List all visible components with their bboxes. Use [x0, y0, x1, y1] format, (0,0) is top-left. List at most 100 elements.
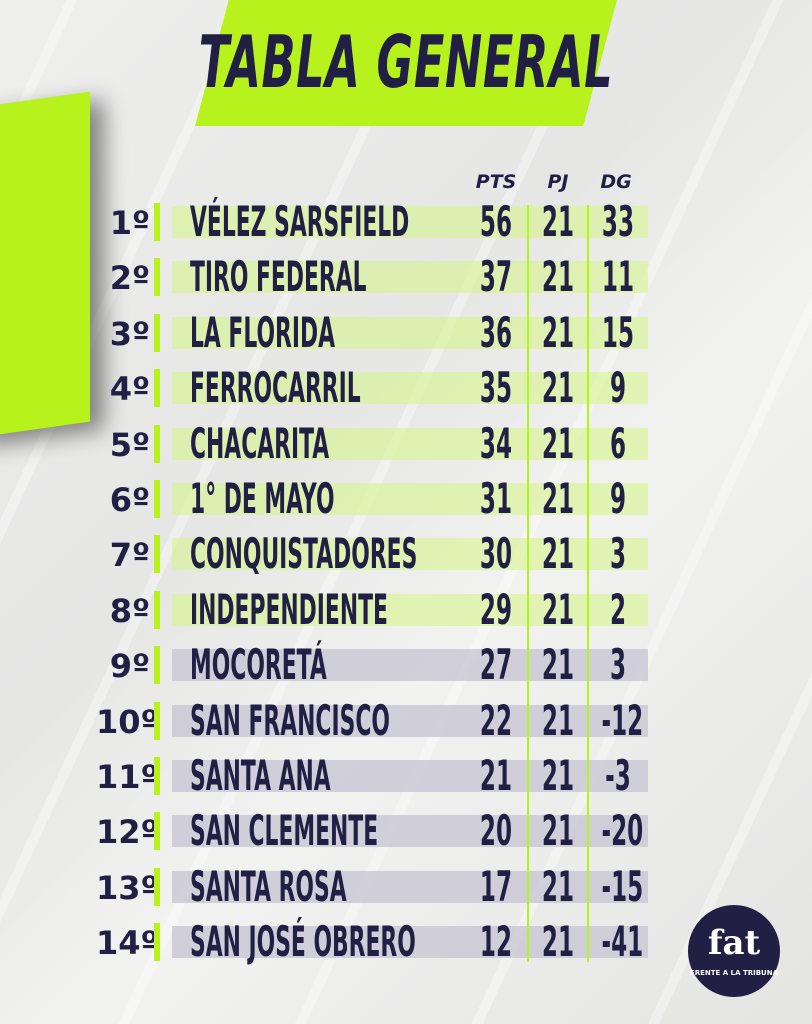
points: 21 [479, 751, 513, 800]
played: 21 [541, 695, 575, 745]
table-row: 9º MOCORETÁ 27 21 3 [0, 642, 812, 688]
played: 21 [541, 363, 575, 413]
row-band [172, 704, 648, 737]
points: 27 [479, 640, 513, 690]
goal-difference: 15 [601, 307, 635, 357]
points: 31 [479, 474, 513, 523]
row-accent-bar [154, 313, 160, 352]
title-banner [195, 0, 617, 126]
table-row: 2º TIRO FEDERAL 37 21 11 [0, 254, 812, 300]
goal-difference: -41 [601, 917, 644, 967]
table-row: 6º 1° DE MAYO 31 21 9 [0, 476, 812, 522]
points: 12 [479, 917, 513, 967]
page-title: TABLA GENERAL [198, 20, 614, 104]
position: 1º [109, 204, 150, 242]
position: 10º [96, 702, 159, 741]
row-band [172, 815, 648, 848]
table-row: 14º SAN JOSÉ OBRERO 12 21 -41 [0, 919, 812, 965]
played: 21 [541, 917, 575, 967]
column-divider [527, 205, 529, 962]
row-accent-bar [154, 258, 160, 297]
position: 6º [109, 481, 150, 519]
row-accent-bar [154, 424, 160, 463]
row-accent-bar [154, 867, 160, 906]
team-name: SAN JOSÉ OBRERO [190, 917, 416, 967]
position: 13º [96, 868, 159, 907]
table-row: 1º VÉLEZ SARSFIELD 56 21 33 [0, 199, 812, 245]
frente-a-la-tribuna-logo: fat FRENTE A LA TRIBUNA [688, 905, 780, 997]
goal-difference: -3 [605, 751, 631, 800]
goal-difference: 2 [609, 584, 627, 634]
row-band [172, 538, 648, 571]
played: 21 [541, 861, 575, 911]
table-row: 13º SANTA ROSA 17 21 -15 [0, 863, 812, 909]
points: 35 [479, 363, 513, 413]
team-name: VÉLEZ SARSFIELD [190, 197, 410, 246]
goal-difference: -12 [601, 695, 644, 745]
logo-text: FRENTE A LA TRIBUNA [689, 969, 779, 977]
table-row: 5º CHACARITA 34 21 6 [0, 420, 812, 466]
goal-difference: 9 [609, 474, 627, 523]
points: 37 [479, 252, 513, 302]
played: 21 [541, 197, 575, 246]
column-header-pts: PTS [475, 171, 517, 193]
goal-difference: 33 [601, 197, 635, 246]
row-accent-bar [154, 535, 160, 574]
row-band [172, 261, 648, 294]
played: 21 [541, 307, 575, 357]
goal-difference: 11 [601, 252, 635, 302]
row-accent-bar [154, 480, 160, 518]
row-accent-bar [154, 203, 160, 241]
logo-mark: fat [707, 923, 761, 963]
played: 21 [541, 529, 575, 579]
table-row: 7º CONQUISTADORES 30 21 3 [0, 531, 812, 577]
position: 8º [109, 591, 150, 630]
row-band [172, 870, 648, 903]
points: 29 [479, 584, 513, 634]
team-name: SAN FRANCISCO [190, 695, 390, 745]
team-name: CONQUISTADORES [190, 529, 418, 579]
team-name: LA FLORIDA [190, 307, 336, 357]
goal-difference: -20 [601, 806, 644, 856]
position: 3º [109, 314, 150, 353]
team-name: SANTA ANA [190, 751, 331, 800]
points: 22 [479, 695, 513, 745]
row-band [172, 649, 648, 682]
column-header-dg: DG [600, 171, 632, 193]
team-name: FERROCARRIL [190, 363, 361, 413]
played: 21 [541, 640, 575, 690]
table-row: 11º SANTA ANA 21 21 -3 [0, 753, 812, 799]
team-name: 1° DE MAYO [190, 474, 335, 523]
played: 21 [541, 474, 575, 523]
row-accent-bar [154, 757, 160, 795]
position: 12º [96, 813, 159, 852]
points: 20 [479, 806, 513, 856]
position: 14º [96, 924, 159, 963]
position: 7º [109, 536, 150, 575]
table-row: 10º SAN FRANCISCO 22 21 -12 [0, 697, 812, 743]
team-name: SAN CLEMENTE [190, 806, 379, 856]
row-accent-bar [154, 369, 160, 408]
row-band [172, 206, 648, 238]
position: 2º [109, 259, 150, 298]
position: 5º [109, 425, 150, 464]
played: 21 [541, 584, 575, 634]
played: 21 [541, 418, 575, 468]
goal-difference: 3 [609, 529, 627, 579]
goal-difference: 9 [609, 363, 627, 413]
team-name: SANTA ROSA [190, 861, 347, 911]
points: 56 [479, 197, 513, 246]
table-row: 4º FERROCARRIL 35 21 9 [0, 365, 812, 411]
position: 4º [109, 370, 150, 409]
column-header-pj: PJ [547, 171, 569, 193]
goal-difference: 6 [609, 418, 627, 468]
row-band [172, 760, 648, 792]
points: 17 [479, 861, 513, 911]
row-band [172, 316, 648, 349]
position: 11º [96, 758, 159, 796]
played: 21 [541, 252, 575, 302]
goal-difference: 3 [609, 640, 627, 690]
row-band [172, 926, 648, 959]
table-row: 12º SAN CLEMENTE 20 21 -20 [0, 808, 812, 854]
team-name: INDEPENDIENTE [190, 584, 388, 634]
